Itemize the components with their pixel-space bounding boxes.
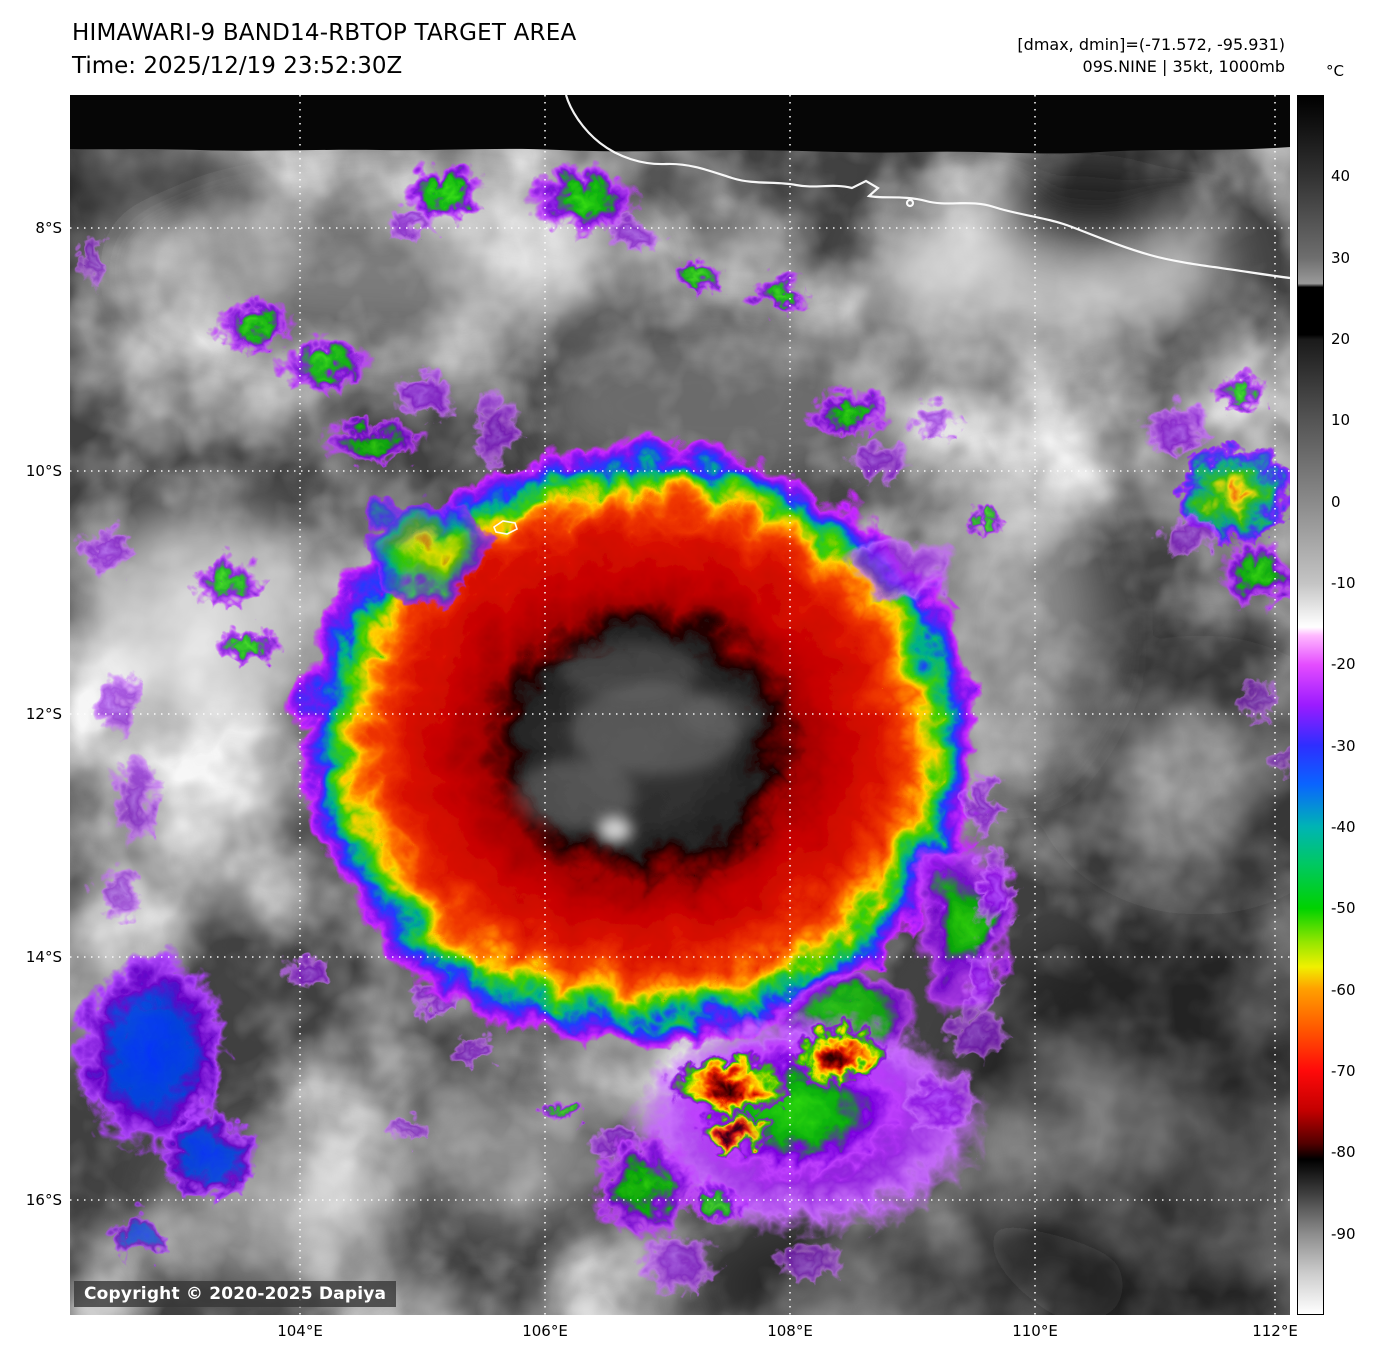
colorbar-tick-n30: -30 bbox=[1331, 737, 1356, 755]
scan-edge-band bbox=[70, 95, 1290, 154]
lat-label-14s: 14°S bbox=[25, 948, 62, 966]
storm-info-readout: 09S.NINE | 35kt, 1000mb bbox=[1082, 57, 1285, 76]
dmax-dmin-readout: [dmax, dmin]=(-71.572, -95.931) bbox=[1017, 35, 1285, 54]
colorbar-tick-10: 10 bbox=[1331, 411, 1351, 429]
colorbar-tick-40: 40 bbox=[1331, 167, 1351, 185]
lat-label-16s: 16°S bbox=[25, 1191, 62, 1209]
convective-cells bbox=[70, 159, 1290, 1254]
product-title: HIMAWARI-9 BAND14-RBTOP TARGET AREA bbox=[72, 20, 577, 46]
colorbar-tick-0: 0 bbox=[1331, 493, 1341, 511]
colorbar-tick-n90: -90 bbox=[1331, 1225, 1356, 1243]
colorbar-tick-n50: -50 bbox=[1331, 899, 1356, 917]
lat-label-10s: 10°S bbox=[25, 462, 62, 480]
lat-label-8s: 8°S bbox=[35, 219, 62, 237]
colorbar-tick-30: 30 bbox=[1331, 249, 1351, 267]
java-coastline bbox=[564, 95, 1290, 280]
colorbar bbox=[1297, 95, 1324, 1315]
blue-cold-patch bbox=[70, 943, 223, 1147]
copyright-badge: Copyright © 2020-2025 Dapiya bbox=[74, 1281, 397, 1307]
southern-convective-complex bbox=[588, 759, 1010, 1285]
colorbar-tick-20: 20 bbox=[1331, 330, 1351, 348]
colorbar-tick-n60: -60 bbox=[1331, 981, 1356, 999]
product-time: Time: 2025/12/19 23:52:30Z bbox=[72, 53, 403, 79]
satellite-imagery-canvas bbox=[70, 95, 1290, 1315]
coastline bbox=[493, 95, 1290, 535]
colorbar-tick-n80: -80 bbox=[1331, 1143, 1356, 1161]
lon-label-108e: 108°E bbox=[767, 1322, 813, 1340]
header-readouts: [dmax, dmin]=(-71.572, -95.931) 09S.NINE… bbox=[1017, 34, 1285, 78]
colorbar-tick-n10: -10 bbox=[1331, 574, 1356, 592]
lon-label-112e: 112°E bbox=[1252, 1322, 1298, 1340]
satellite-image: Copyright © 2020-2025 Dapiya bbox=[70, 95, 1290, 1315]
colorbar-unit-label: °C bbox=[1326, 62, 1344, 80]
small-island-outline bbox=[905, 198, 915, 208]
colorbar-tick-n20: -20 bbox=[1331, 655, 1356, 673]
lat-label-12s: 12°S bbox=[25, 705, 62, 723]
lon-label-106e: 106°E bbox=[522, 1322, 568, 1340]
hot-tower-core bbox=[784, 1017, 880, 1077]
storm-center-texture bbox=[515, 642, 760, 843]
low-level-cloud-spot bbox=[598, 817, 632, 843]
colorbar-tick-n40: -40 bbox=[1331, 818, 1356, 836]
christmas-island-outline bbox=[493, 520, 518, 535]
graticule bbox=[70, 95, 1290, 1315]
colorbar-tick-n70: -70 bbox=[1331, 1062, 1356, 1080]
lon-label-104e: 104°E bbox=[277, 1322, 323, 1340]
lon-label-110e: 110°E bbox=[1012, 1322, 1058, 1340]
regional-brightness bbox=[70, 145, 1290, 1315]
